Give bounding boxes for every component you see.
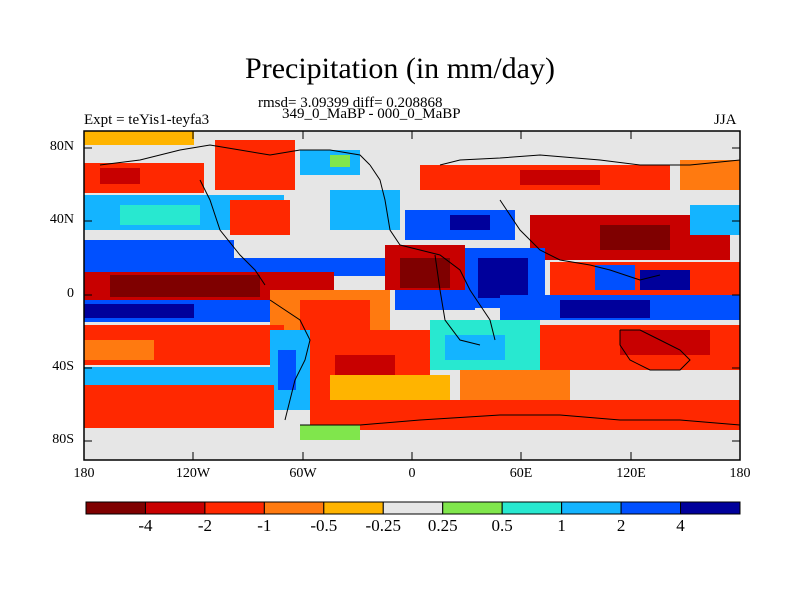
colorbar-swatch [263, 501, 325, 515]
colorbar-label: -0.25 [365, 516, 401, 535]
map-title: Precipitation (in mm/day) [245, 52, 555, 85]
lat-tick-label: 80N [49, 139, 74, 154]
lat-tick-label: 40N [49, 212, 74, 227]
lat-tick-label: 40S [52, 359, 74, 374]
colorbar-label: 0.25 [427, 516, 458, 535]
colorbar-swatch [620, 501, 682, 515]
colorbar-swatch [680, 501, 741, 515]
colorbar-label: 1 [557, 516, 566, 535]
colorbar-label: -2 [197, 516, 212, 535]
colorbar-label: -1 [257, 516, 272, 535]
colorbar-label: 0.5 [491, 516, 513, 535]
colorbar-swatch [382, 501, 444, 515]
colorbar-swatch [323, 501, 384, 515]
lon-tick-label: 120E [616, 466, 646, 481]
colorbar-swatch [85, 501, 146, 515]
colorbar-swatch [501, 501, 563, 515]
colorbar-swatch [144, 501, 206, 515]
season-label: JJA [714, 112, 737, 128]
lat-tick-label: 80S [52, 432, 74, 447]
lon-tick-label: 180 [73, 466, 95, 481]
colorbar-swatch [561, 501, 622, 515]
precipitation-field [84, 131, 740, 460]
lon-tick-label: 120W [175, 466, 211, 481]
stats-line: rmsd= 3.09399 diff= 0.208868 [258, 95, 443, 111]
lon-tick-label: 0 [408, 466, 416, 481]
experiment-label: Expt = teYis1-teyfa3 [84, 112, 210, 128]
comparison-line: 349_0_MaBP - 000_0_MaBP [282, 106, 461, 122]
lon-tick-label: 60W [289, 466, 317, 481]
colorbar-swatch [442, 501, 503, 515]
colorbar-label: -4 [138, 516, 153, 535]
colorbar [85, 501, 741, 515]
colorbar-label: 4 [676, 516, 685, 535]
colorbar-label: -0.5 [310, 516, 338, 535]
lon-tick-label: 60E [509, 466, 533, 481]
axis-ticks [84, 131, 740, 460]
lat-tick-label: 0 [67, 286, 74, 301]
coastlines [99, 144, 741, 426]
colorbar-swatch [204, 501, 265, 515]
colorbar-label: 2 [616, 516, 626, 535]
lon-tick-label: 180 [729, 466, 751, 481]
